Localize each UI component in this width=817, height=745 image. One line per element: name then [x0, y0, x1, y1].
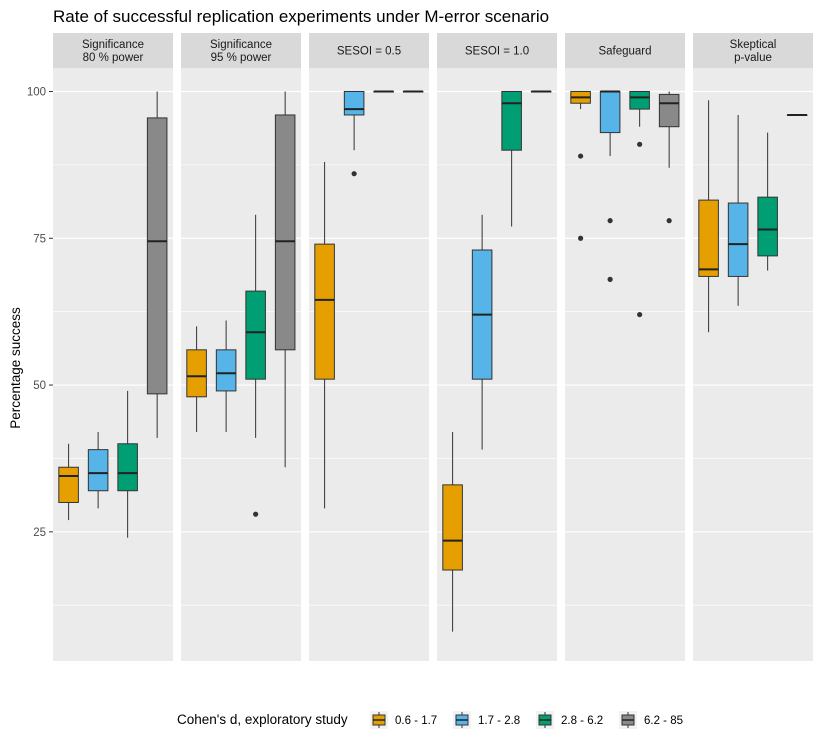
box-1.7-2.8: [87, 432, 109, 509]
box-2.8-6.2: [501, 90, 522, 227]
outlier-point: [253, 511, 259, 517]
outlier-point: [578, 235, 584, 241]
strip-label: SESOI = 1.0: [465, 46, 529, 58]
panel-background: [565, 68, 685, 661]
box-2.8-6.2: [117, 390, 138, 538]
legend-label: 0.6 - 1.7: [395, 715, 437, 727]
panel-background: [437, 68, 557, 661]
box-2.8-6.2: [245, 214, 266, 517]
strip-background: [693, 33, 813, 68]
box-body: [599, 90, 621, 134]
box-0.6-1.7: [58, 443, 79, 521]
legend-entry: 6.2 - 85: [619, 711, 683, 729]
panel-background: [693, 68, 813, 661]
outlier-point: [607, 276, 613, 282]
legend-label: 1.7 - 2.8: [478, 715, 520, 727]
box-2.8-6.2: [373, 90, 394, 93]
box-body: [343, 90, 365, 116]
box-body: [698, 199, 719, 277]
box-1.7-2.8: [215, 320, 237, 433]
box-6.2-85: [530, 90, 552, 93]
box-body: [757, 196, 778, 257]
outlier-point: [607, 218, 613, 224]
box-body: [501, 90, 522, 151]
box-body: [274, 114, 296, 351]
facet-panel: SESOI = 0.5: [309, 33, 429, 661]
strip-label: Safeguard: [598, 46, 651, 58]
box-1.7-2.8: [471, 214, 493, 450]
legend-title: Cohen's d, exploratory study: [177, 712, 348, 727]
strip-background: [565, 33, 685, 68]
chart-title: Rate of successful replication experimen…: [53, 7, 549, 26]
strip-background: [181, 33, 301, 68]
strip-background: [437, 33, 557, 68]
box-0.6-1.7: [314, 161, 335, 509]
legend-label: 2.8 - 6.2: [561, 715, 603, 727]
box-body: [186, 349, 207, 398]
strip-label: Skeptical: [730, 39, 777, 51]
box-body: [117, 443, 138, 492]
strip-background: [309, 33, 429, 68]
facet-panel: SESOI = 1.0: [437, 33, 557, 661]
facet-panel: Safeguard: [565, 33, 685, 661]
box-6.2-85: [146, 91, 168, 438]
box-0.6-1.7: [698, 100, 719, 333]
box-0.6-1.7: [186, 326, 207, 433]
box-6.2-85: [786, 113, 808, 116]
box-body: [442, 484, 463, 571]
strip-label: p-value: [734, 52, 772, 64]
outlier-point: [637, 311, 643, 318]
box-6.2-85: [658, 91, 680, 224]
strip-label: 95 % power: [211, 52, 272, 64]
y-tick-label: 100: [27, 86, 46, 98]
y-axis: 25 50 75 100: [27, 86, 53, 539]
box-1.7-2.8: [599, 90, 621, 282]
box-body: [629, 90, 650, 110]
outlier-point: [578, 153, 584, 159]
box-1.7-2.8: [343, 90, 365, 177]
outlier-point: [637, 141, 643, 147]
box-body: [215, 349, 237, 392]
legend: Cohen's d, exploratory study 0.6 - 1.7 1.…: [177, 711, 683, 729]
box-body: [727, 202, 749, 277]
box-body: [314, 243, 335, 380]
y-tick-label: 50: [33, 380, 46, 392]
y-tick-label: 25: [33, 527, 46, 539]
y-tick-label: 75: [33, 233, 46, 245]
legend-entry: 2.8 - 6.2: [536, 711, 603, 729]
strip-background: [53, 33, 173, 68]
box-6.2-85: [402, 90, 424, 93]
outlier-point: [351, 171, 357, 177]
box-1.7-2.8: [727, 114, 749, 306]
legend-label: 6.2 - 85: [644, 715, 683, 727]
box-body: [58, 466, 79, 503]
strip-label: Significance: [210, 39, 272, 51]
box-body: [146, 117, 168, 395]
strip-label: Significance: [82, 39, 144, 51]
box-body: [245, 290, 266, 380]
y-axis-title: Percentage success: [8, 307, 23, 429]
strip-label: 80 % power: [83, 52, 144, 64]
box-0.6-1.7: [570, 90, 591, 241]
box-2.8-6.2: [757, 132, 778, 271]
box-body: [87, 449, 109, 492]
box-6.2-85: [274, 91, 296, 468]
legend-entry: 1.7 - 2.8: [453, 711, 520, 729]
legend-entry: 0.6 - 1.7: [370, 711, 437, 729]
box-2.8-6.2: [629, 90, 650, 318]
box-body: [658, 93, 680, 128]
box-0.6-1.7: [442, 432, 463, 632]
strip-label: SESOI = 0.5: [337, 46, 401, 58]
outlier-point: [666, 218, 672, 224]
